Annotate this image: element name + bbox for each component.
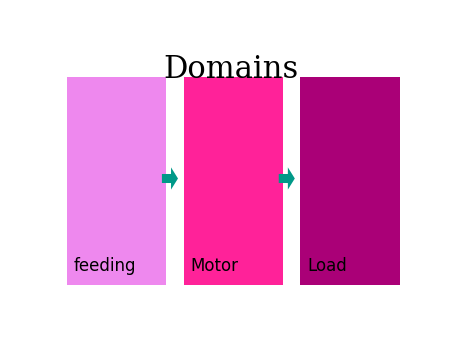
Bar [301, 77, 400, 285]
Bar [184, 77, 283, 285]
Text: Motor: Motor [190, 257, 238, 275]
Text: Load: Load [307, 257, 347, 275]
Bar [67, 77, 166, 285]
Text: Domains: Domains [163, 54, 298, 84]
Text: feeding: feeding [74, 257, 136, 275]
